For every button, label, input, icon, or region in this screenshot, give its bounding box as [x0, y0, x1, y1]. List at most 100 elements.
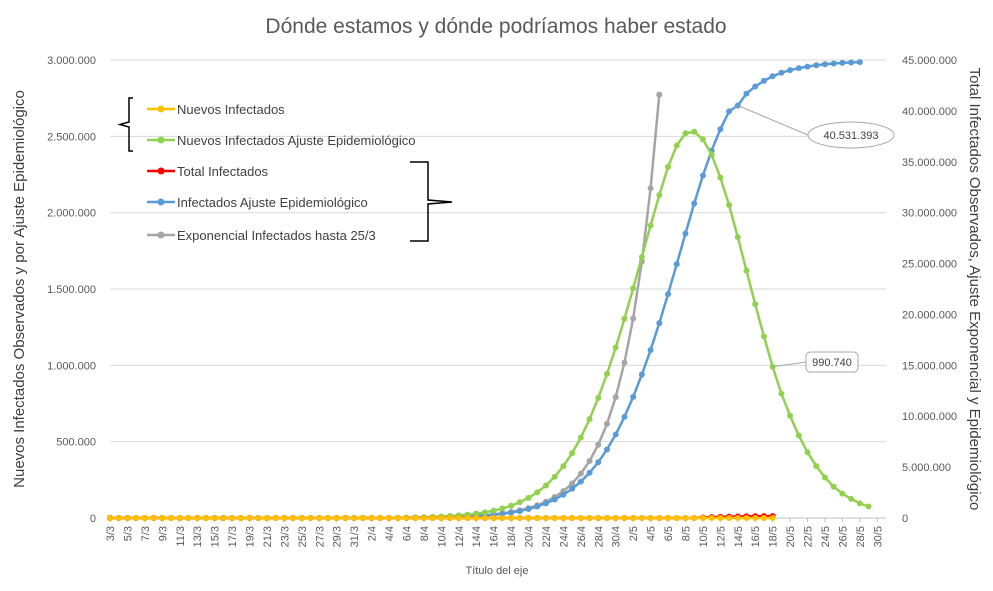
- data-point: [560, 463, 567, 470]
- x-tick-label: 18/5: [768, 526, 780, 547]
- y-right-tick-label: 5.000.000: [902, 462, 951, 474]
- x-tick-label: 20/4: [524, 526, 536, 547]
- x-tick-label: 27/3: [314, 526, 326, 547]
- x-tick-label: 24/4: [558, 526, 570, 547]
- data-point: [743, 90, 750, 97]
- x-tick-label: 16/4: [489, 526, 501, 547]
- x-tick-label: 19/3: [245, 526, 257, 547]
- x-tick-label: 20/5: [785, 526, 797, 547]
- data-point: [673, 515, 680, 521]
- data-point: [220, 515, 227, 521]
- x-tick-label: 8/4: [419, 526, 431, 541]
- data-point: [621, 315, 628, 322]
- data-point: [682, 230, 689, 237]
- data-point: [691, 200, 698, 207]
- data-point: [229, 515, 236, 521]
- data-point: [621, 413, 628, 420]
- callout-label: 40.531.393: [823, 130, 878, 142]
- data-point: [342, 515, 349, 521]
- data-point: [473, 515, 480, 521]
- data-point: [856, 500, 863, 507]
- data-point: [726, 515, 733, 521]
- data-point: [577, 515, 584, 521]
- data-point: [569, 480, 576, 487]
- data-point: [499, 505, 506, 512]
- data-point: [508, 515, 515, 521]
- callout-label: 990.740: [812, 357, 852, 369]
- data-point: [717, 174, 724, 181]
- data-point: [778, 69, 785, 76]
- data-point: [699, 172, 706, 179]
- x-tick-label: 2/4: [367, 526, 379, 541]
- data-point: [848, 495, 855, 502]
- data-point: [656, 320, 663, 327]
- y-left-tick-label: 500.000: [56, 437, 96, 449]
- x-tick-label: 30/4: [611, 526, 623, 547]
- data-point: [534, 489, 541, 496]
- x-axis-title: Título del eje: [466, 565, 529, 577]
- data-point: [752, 83, 759, 90]
- callouts: 40.531.393 990.740: [737, 105, 895, 373]
- x-tick-label: 12/5: [715, 526, 727, 547]
- x-tick-label: 9/3: [157, 526, 169, 541]
- callout-bubble: [807, 121, 895, 149]
- data-point: [246, 515, 253, 521]
- data-point: [717, 515, 724, 521]
- legend-swatch-marker: [157, 105, 165, 113]
- x-tick-label: 28/5: [855, 526, 867, 547]
- data-point: [577, 470, 584, 477]
- y-right-tick-label: 30.000.000: [902, 208, 957, 220]
- y-axis-right-title: Total Infectados Observados, Ajuste Expo…: [966, 68, 983, 511]
- y-left-tick-label: 2.500.000: [47, 131, 96, 143]
- legend-label: Total Infectados: [177, 164, 269, 179]
- data-point: [603, 420, 610, 427]
- x-tick-label: 15/3: [210, 526, 222, 547]
- data-point: [569, 450, 576, 457]
- data-point: [447, 515, 454, 521]
- legend-bracket-right: [410, 161, 453, 242]
- y-right-tick-label: 20.000.000: [902, 309, 957, 321]
- legend-label: Nuevos Infectados: [177, 102, 285, 117]
- data-point: [307, 515, 314, 521]
- data-point: [630, 393, 637, 400]
- data-point: [839, 59, 846, 66]
- y-right-tick-label: 40.000.000: [902, 106, 957, 118]
- data-point: [133, 515, 140, 521]
- data-point: [813, 62, 820, 69]
- callout-leader: [737, 105, 809, 136]
- data-point: [351, 515, 358, 521]
- data-point: [438, 515, 445, 521]
- data-point: [656, 192, 663, 199]
- data-point: [202, 515, 209, 521]
- data-point: [525, 515, 532, 521]
- data-point: [176, 515, 183, 521]
- data-point: [682, 130, 689, 137]
- legend-label: Infectados Ajuste Epidemiológico: [177, 195, 368, 210]
- data-point: [630, 285, 637, 292]
- data-point: [368, 515, 375, 521]
- data-point: [455, 515, 462, 521]
- x-tick-label: 18/4: [506, 526, 518, 547]
- x-tick-label: 25/3: [297, 526, 309, 547]
- data-point: [726, 108, 733, 115]
- data-point: [272, 515, 279, 521]
- data-point: [560, 491, 567, 498]
- y-right-tick-label: 35.000.000: [902, 157, 957, 169]
- data-point: [839, 490, 846, 497]
- x-tick-label: 14/5: [733, 526, 745, 547]
- data-point: [769, 73, 776, 80]
- data-point: [708, 151, 715, 158]
- data-point: [821, 474, 828, 481]
- data-point: [237, 515, 244, 521]
- data-point: [211, 515, 218, 521]
- data-point: [464, 515, 471, 521]
- data-point: [516, 508, 523, 515]
- data-point: [577, 434, 584, 441]
- data-point: [386, 515, 393, 521]
- data-point: [787, 412, 794, 419]
- x-tick-label: 17/3: [227, 526, 239, 547]
- data-point: [551, 515, 558, 521]
- data-point: [647, 515, 654, 521]
